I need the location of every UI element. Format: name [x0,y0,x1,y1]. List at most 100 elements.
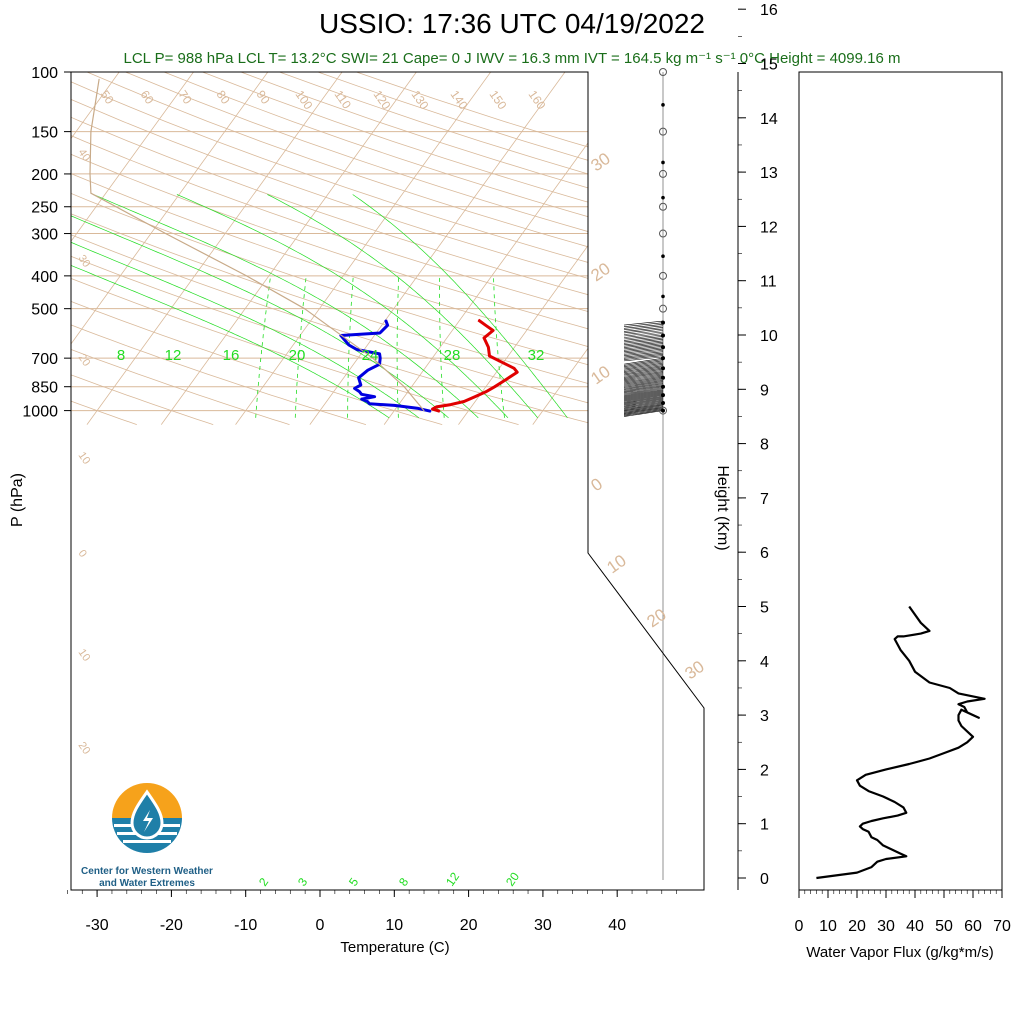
wind-barb [623,371,664,378]
x-tick-label: -20 [160,917,183,934]
wind-level-dot [661,333,665,338]
dry-adiabat-line [71,72,704,425]
wind-barb [623,390,664,398]
profile-point [354,387,356,389]
profile-point [477,319,479,321]
profile-point [485,391,487,393]
height-tick-label: 11 [760,274,777,291]
flux-x-axis-label: Water Vapor Flux (g/kg*m/s) [806,944,994,961]
dry-adiabat-left-label: 0 [76,548,89,560]
wind-barb [623,410,664,417]
profile-point [374,396,376,398]
dry-adiabat-left-label: 40 [76,147,93,164]
wind-level-dot [661,103,665,107]
wind-barb [623,373,664,380]
wind-level-dot [661,294,665,299]
wind-barb [623,406,664,414]
mixing-ratio-label: 2 [256,875,271,889]
profile-point [90,192,92,194]
dry-adiabat-line [356,72,704,425]
profile-point [360,384,362,386]
height-tick-label: 5 [760,600,769,617]
wind-barb [623,327,664,332]
wind-barb [623,368,664,376]
dry-adiabat-line [71,72,596,425]
profile-point [379,332,381,334]
wind-calm-circle [659,271,667,280]
y-tick-label: 500 [31,302,58,319]
wind-barb [623,402,664,409]
moist-adiabat-line [71,194,420,419]
dry-adiabat-line [71,72,704,425]
cw3e-logo [112,783,182,853]
wind-barb [623,352,664,358]
wind-barb [623,348,664,354]
wind-level-dot [661,401,665,406]
wind-barb [623,376,664,384]
y-tick-label: 400 [31,269,58,286]
y-tick-label: 200 [31,167,58,184]
wind-barb [623,331,664,337]
wind-barb [623,359,664,366]
profile-point [89,173,91,175]
dry-adiabat-left-label: 30 [76,253,93,270]
height-tick-label: 16 [760,2,778,19]
profile-point [369,403,370,405]
dry-adiabat-line [71,72,704,425]
dry-adiabat-label: 50 [98,88,117,107]
profile-point [439,410,441,412]
wind-calm-circle [659,127,667,136]
profile-point [90,131,92,133]
wind-level-dot [661,254,665,259]
isotherm-line [383,72,651,425]
profile-point [505,379,507,381]
wind-barb [623,394,664,402]
wind-barb [623,364,664,371]
height-tick-label: 7 [760,491,769,508]
isotherm-line [309,72,577,425]
wind-barb [623,366,664,374]
dry-adiabat-line [317,72,704,425]
wind-barb [623,372,664,379]
dry-adiabat-line [202,72,704,425]
profile-point [385,319,387,321]
wind-barb [623,362,664,370]
wind-barb [623,320,664,326]
dry-adiabat-line [71,72,214,425]
dry-adiabat-line [71,72,137,425]
wind-barb [623,377,664,385]
dry-adiabat-label: 70 [176,88,195,107]
wind-level-dot [661,366,665,371]
isotherm-line [71,72,280,425]
wind-barb [623,398,664,405]
profile-point [358,377,360,379]
dry-adiabat-line [125,72,704,425]
moist-adiabat-line [176,194,509,419]
wind-level-dot [661,320,665,325]
mixing-ratio-line [493,275,505,418]
profile-point [494,386,496,388]
profile-point [423,410,425,412]
wind-barb [623,354,664,359]
y-tick-label: 1000 [22,404,58,421]
wind-barb [623,323,664,329]
height-tick-label: 8 [760,437,769,454]
moist-adiabat-line [71,194,390,419]
wind-barb [623,383,664,390]
flux-x-tick-label: 20 [848,918,866,935]
wind-barb [623,357,664,365]
wind-barb [623,344,664,350]
isotherm-line [681,72,704,425]
moist-adiabat-line [352,194,568,419]
mixing-ratio-label: 3 [295,875,310,889]
isotherm-label: 30 [681,657,707,683]
flux-x-tick-label: 40 [906,918,924,935]
profile-point [359,391,361,393]
wind-barb [623,355,664,360]
profile-point [361,393,362,395]
y-tick-label: 850 [31,380,58,397]
isotherm-label: 20 [587,259,613,285]
profile-point [361,398,363,400]
wind-barb [623,343,664,348]
flux-x-tick-label: 60 [964,918,982,935]
